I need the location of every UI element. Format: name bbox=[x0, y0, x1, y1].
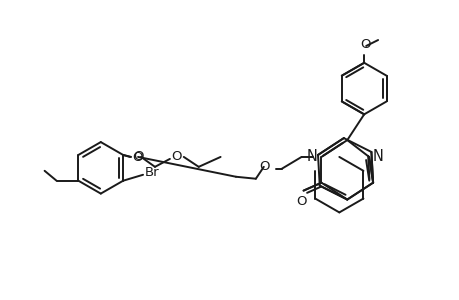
Text: O: O bbox=[171, 150, 182, 164]
Text: N: N bbox=[372, 149, 383, 164]
Text: O: O bbox=[296, 195, 306, 208]
Text: N: N bbox=[307, 149, 317, 164]
Text: O: O bbox=[132, 152, 142, 164]
Text: O: O bbox=[133, 150, 143, 164]
Text: O: O bbox=[259, 160, 269, 173]
Text: Br: Br bbox=[145, 166, 159, 179]
Text: O: O bbox=[359, 38, 369, 51]
